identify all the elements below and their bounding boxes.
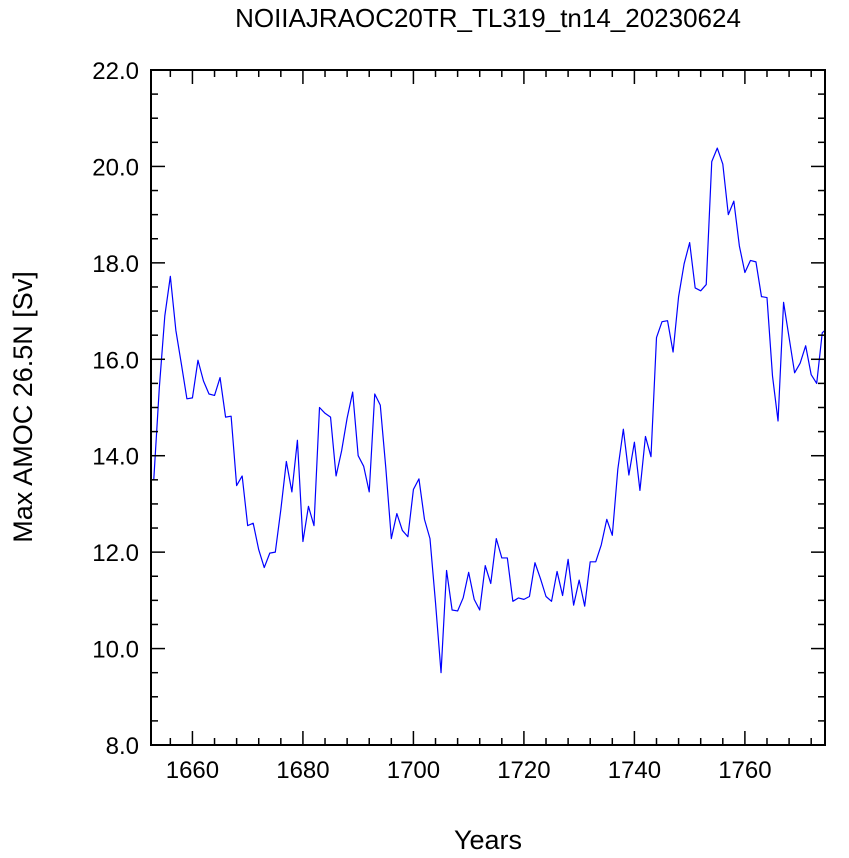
x-tick-label: 1680 bbox=[276, 757, 329, 784]
chart-title: NOIIAJRAOC20TR_TL319_tn14_20230624 bbox=[235, 3, 741, 33]
y-tick-label: 16.0 bbox=[92, 347, 139, 374]
y-tick-label: 10.0 bbox=[92, 637, 139, 664]
x-tick-label: 1720 bbox=[497, 757, 550, 784]
plot-area bbox=[153, 147, 826, 674]
x-axis-ticks: 1660 1680 1700 1720 1740 1760 bbox=[166, 70, 812, 784]
y-tick-label: 22.0 bbox=[92, 58, 139, 85]
y-tick-label: 20.0 bbox=[92, 154, 139, 181]
x-tick-label: 1700 bbox=[387, 757, 440, 784]
y-tick-label: 12.0 bbox=[92, 540, 139, 567]
x-tick-label: 1660 bbox=[166, 757, 219, 784]
y-axis-label: Max AMOC 26.5N [Sv] bbox=[8, 271, 38, 543]
x-axis-label: Years bbox=[454, 825, 522, 855]
x-tick-label: 1740 bbox=[608, 757, 661, 784]
y-axis-ticks: 8.0 10.0 12.0 14.0 16.0 18.0 20.0 22.0 bbox=[92, 58, 825, 760]
x-tick-label: 1760 bbox=[718, 757, 771, 784]
y-tick-label: 14.0 bbox=[92, 444, 139, 471]
y-tick-label: 18.0 bbox=[92, 251, 139, 278]
y-tick-label: 8.0 bbox=[106, 733, 139, 760]
series-line-0 bbox=[153, 147, 826, 674]
